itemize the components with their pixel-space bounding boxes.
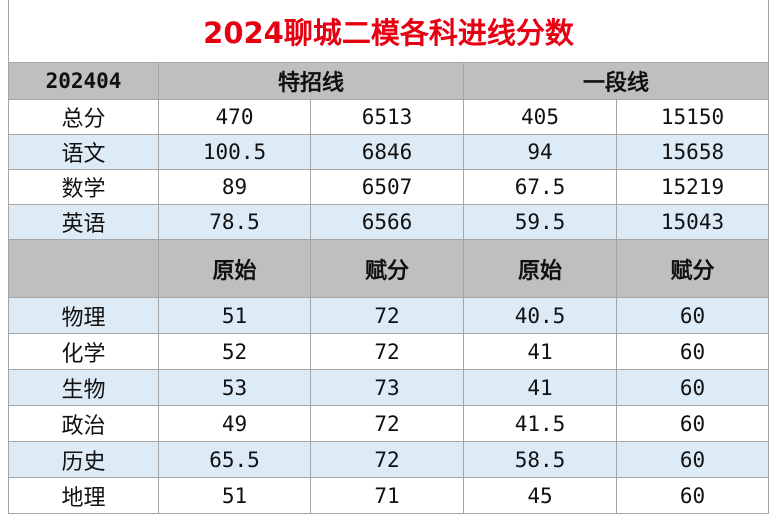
score-cell: 60	[616, 369, 769, 406]
row-label: 政治	[8, 405, 159, 442]
header-row: 202404 特招线 一段线	[8, 62, 769, 100]
row-label: 地理	[8, 477, 159, 514]
score-cell: 52	[158, 333, 311, 370]
group-header: 特招线	[158, 62, 464, 100]
score-row: 数学 89 6507 67.5 15219	[8, 169, 769, 205]
row-label: 总分	[8, 99, 159, 135]
score-cell: 60	[616, 441, 769, 478]
score-cell: 59.5	[463, 204, 617, 240]
subject-row: 历史 65.5 72 58.5 60	[8, 441, 769, 478]
row-label: 英语	[8, 204, 159, 240]
score-cell: 470	[158, 99, 311, 135]
table-title: 2024聊城二模各科进线分数	[8, 0, 769, 63]
score-cell: 72	[310, 405, 464, 442]
score-cell: 15043	[616, 204, 769, 240]
score-cell: 15219	[616, 169, 769, 205]
score-cell: 51	[158, 297, 311, 334]
score-cell: 45	[463, 477, 617, 514]
score-cell: 15658	[616, 134, 769, 170]
score-cell: 71	[310, 477, 464, 514]
score-cell: 6507	[310, 169, 464, 205]
score-cell: 53	[158, 369, 311, 406]
subject-row: 生物 53 73 41 60	[8, 369, 769, 406]
empty-cell	[8, 239, 159, 298]
score-row: 总分 470 6513 405 15150	[8, 99, 769, 135]
score-cell: 6566	[310, 204, 464, 240]
row-label: 物理	[8, 297, 159, 334]
score-cell: 94	[463, 134, 617, 170]
score-cell: 60	[616, 477, 769, 514]
row-label: 生物	[8, 369, 159, 406]
score-cell: 405	[463, 99, 617, 135]
score-row: 语文 100.5 6846 94 15658	[8, 134, 769, 170]
score-cell: 41	[463, 369, 617, 406]
score-cell: 65.5	[158, 441, 311, 478]
score-cell: 72	[310, 441, 464, 478]
subheader-cell: 原始	[158, 239, 311, 298]
score-cell: 41.5	[463, 405, 617, 442]
subheader-cell: 赋分	[616, 239, 769, 298]
score-cell: 6513	[310, 99, 464, 135]
subject-row: 地理 51 71 45 60	[8, 477, 769, 514]
score-cell: 100.5	[158, 134, 311, 170]
score-row: 英语 78.5 6566 59.5 15043	[8, 204, 769, 240]
subject-row: 化学 52 72 41 60	[8, 333, 769, 370]
score-cell: 78.5	[158, 204, 311, 240]
row-label: 历史	[8, 441, 159, 478]
score-cell: 89	[158, 169, 311, 205]
subheader-cell: 赋分	[310, 239, 464, 298]
subject-row: 政治 49 72 41.5 60	[8, 405, 769, 442]
score-cell: 15150	[616, 99, 769, 135]
group-header: 一段线	[463, 62, 769, 100]
score-cell: 60	[616, 405, 769, 442]
subheader-row: 原始 赋分 原始 赋分	[8, 239, 769, 298]
score-cell: 40.5	[463, 297, 617, 334]
row-label: 语文	[8, 134, 159, 170]
score-cell: 72	[310, 333, 464, 370]
row-label: 数学	[8, 169, 159, 205]
score-cell: 67.5	[463, 169, 617, 205]
score-cell: 41	[463, 333, 617, 370]
score-cell: 60	[616, 333, 769, 370]
subject-row: 物理 51 72 40.5 60	[8, 297, 769, 334]
score-cell: 73	[310, 369, 464, 406]
score-cell: 51	[158, 477, 311, 514]
score-cell: 49	[158, 405, 311, 442]
subheader-cell: 原始	[463, 239, 617, 298]
title-row: 2024聊城二模各科进线分数	[8, 0, 769, 63]
score-cell: 6846	[310, 134, 464, 170]
row-label: 化学	[8, 333, 159, 370]
score-table: 2024聊城二模各科进线分数 202404 特招线 一段线 总分 470 6513 405 15…	[8, 0, 769, 514]
header-label: 202404	[8, 62, 159, 100]
score-cell: 72	[310, 297, 464, 334]
score-cell: 60	[616, 297, 769, 334]
score-cell: 58.5	[463, 441, 617, 478]
